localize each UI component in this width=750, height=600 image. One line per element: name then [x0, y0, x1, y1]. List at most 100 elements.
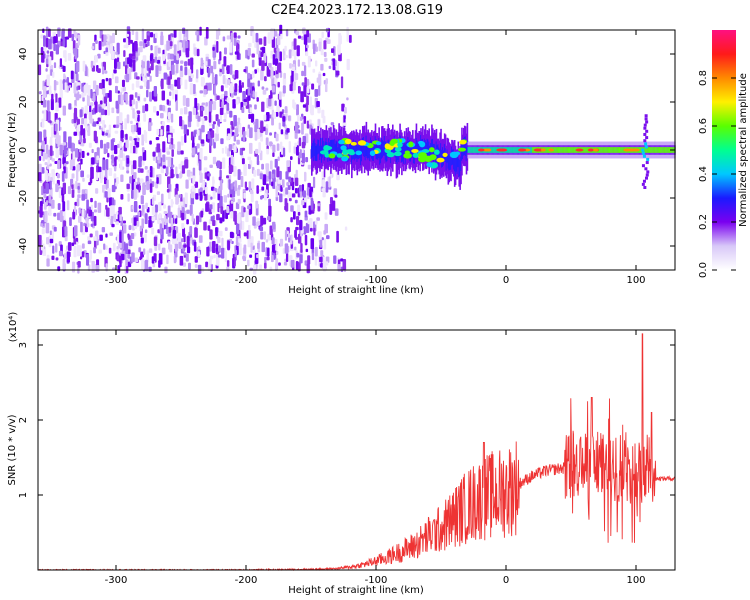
- spectrogram-noise-cell: [275, 74, 279, 79]
- spectrogram-noise-cell: [142, 150, 147, 161]
- spectrogram-noise-cell: [111, 184, 116, 193]
- signal-core-cell: [333, 138, 336, 156]
- spectrogram-noise-cell: [126, 170, 130, 174]
- spectrogram-noise-cell: [162, 154, 166, 162]
- spectrogram-noise-cell: [44, 153, 48, 160]
- spectrogram-noise-cell: [150, 45, 153, 51]
- spectrogram-noise-cell: [146, 250, 150, 263]
- spectrogram-noise-cell: [149, 91, 153, 102]
- spectrogram-noise-cell: [160, 78, 164, 90]
- spectrogram-noise-cell: [142, 160, 145, 166]
- spectrogram-noise-cell: [187, 262, 191, 270]
- spectrogram-noise-cell: [132, 108, 135, 119]
- signal-peak-cell: [514, 147, 517, 153]
- spectrogram-noise-cell: [157, 156, 160, 161]
- spectrogram-noise-cell: [46, 100, 50, 112]
- spectrogram-noise-cell: [278, 91, 282, 100]
- spectrogram-noise-cell: [41, 228, 45, 235]
- spectrogram-noise-cell: [224, 47, 227, 55]
- signal-blob: [457, 147, 466, 152]
- spectrogram-noise-cell: [310, 238, 315, 250]
- spectrogram-noise-cell: [144, 233, 147, 243]
- spectrogram-noise-cell: [306, 263, 310, 274]
- spectrogram-noise-cell: [188, 111, 192, 122]
- spectrogram-noise-cell: [74, 148, 79, 158]
- spectrogram-noise-cell: [111, 197, 115, 208]
- spectrogram-noise-cell: [49, 145, 53, 156]
- spectrogram-noise-cell: [77, 261, 81, 268]
- spectrogram-noise-cell: [128, 245, 131, 250]
- spectrogram-noise-cell: [154, 204, 158, 213]
- spectrogram-noise-cell: [92, 121, 97, 127]
- spectrogram-y-tick-label: 0: [18, 147, 29, 153]
- spectrogram-noise-cell: [148, 219, 152, 228]
- signal-peak-cell: [649, 147, 652, 153]
- spectrogram-noise-cell: [260, 195, 263, 200]
- spectrogram-noise-cell: [276, 105, 280, 114]
- signal-core-cell: [381, 138, 383, 159]
- signal-peak-cell: [639, 147, 642, 153]
- spectrogram-noise-cell: [305, 51, 309, 57]
- spectrogram-noise-cell: [119, 112, 123, 124]
- signal-blob: [394, 147, 402, 152]
- spectrogram-noise-cell: [133, 201, 138, 213]
- spectrogram-noise-cell: [256, 254, 260, 259]
- spectrogram-noise-cell: [174, 243, 179, 252]
- spectrogram-noise-cell: [163, 210, 168, 215]
- spectrogram-noise-cell: [238, 123, 242, 133]
- spectrogram-noise-cell: [142, 184, 146, 195]
- spectrogram-noise-cell: [119, 159, 123, 170]
- spectrogram-noise-cell: [176, 173, 179, 179]
- spectrogram-noise-cell: [112, 32, 115, 44]
- spectrogram-noise-cell: [105, 47, 108, 53]
- spectrogram-noise-cell: [313, 43, 316, 55]
- spectrogram-noise-cell: [167, 191, 171, 200]
- spectrogram-noise-cell: [41, 50, 45, 63]
- signal-blob: [393, 151, 402, 157]
- spectrogram-noise-cell: [226, 97, 230, 103]
- signal-core-cell: [450, 157, 452, 170]
- spectrogram-noise-cell: [85, 82, 89, 94]
- spectrogram-noise-cell: [346, 26, 349, 35]
- spectrogram-noise-cell: [267, 247, 270, 257]
- spectrogram-noise-cell: [302, 27, 306, 34]
- signal-core-cell: [408, 140, 410, 159]
- spectrogram-noise-cell: [275, 250, 279, 255]
- spectrogram-noise-cell: [190, 57, 194, 66]
- spectrogram-noise-cell: [313, 227, 316, 236]
- signal-peak-cell: [604, 147, 607, 153]
- spectrogram-noise-cell: [173, 29, 177, 38]
- signal-core-cell: [442, 150, 445, 166]
- signal-blob: [328, 153, 336, 159]
- spectrogram-feature-cell: [642, 179, 646, 183]
- signal-peak-cell: [599, 147, 602, 153]
- signal-core-cell: [364, 141, 367, 161]
- spectrogram-noise-cell: [243, 207, 246, 213]
- spectrogram-noise-cell: [151, 206, 156, 216]
- spectrogram-noise-cell: [124, 65, 128, 75]
- spectrogram-noise-cell: [86, 152, 90, 156]
- spectrogram-noise-cell: [175, 93, 178, 103]
- spectrogram-noise-cell: [213, 254, 216, 259]
- spectrogram-noise-cell: [274, 100, 277, 106]
- spectrogram-noise-cell: [51, 158, 55, 162]
- spectrogram-noise-cell: [323, 40, 327, 50]
- spectrogram-noise-cell: [237, 185, 241, 190]
- spectrogram-noise-cell: [64, 82, 67, 93]
- spectrogram-noise-cell: [295, 260, 299, 270]
- spectrogram-noise-cell: [125, 133, 128, 141]
- spectrogram-noise-cell: [181, 212, 185, 221]
- spectrogram-noise-cell: [210, 130, 215, 138]
- spectrogram-noise-cell: [220, 206, 224, 214]
- spectrogram-noise-cell: [324, 223, 329, 234]
- spectrogram-noise-cell: [89, 118, 93, 124]
- signal-peak-cell: [613, 147, 615, 153]
- spectrogram-noise-cell: [236, 213, 241, 224]
- signal-peak-cell: [561, 147, 563, 153]
- spectrogram-noise-cell: [76, 125, 80, 136]
- spectrogram-noise-cell: [323, 238, 327, 250]
- spectrogram-noise-cell: [105, 158, 109, 171]
- spectrogram-noise-cell: [192, 175, 196, 185]
- spectrogram-noise-cell: [77, 158, 80, 162]
- spectrogram-noise-cell: [183, 107, 188, 115]
